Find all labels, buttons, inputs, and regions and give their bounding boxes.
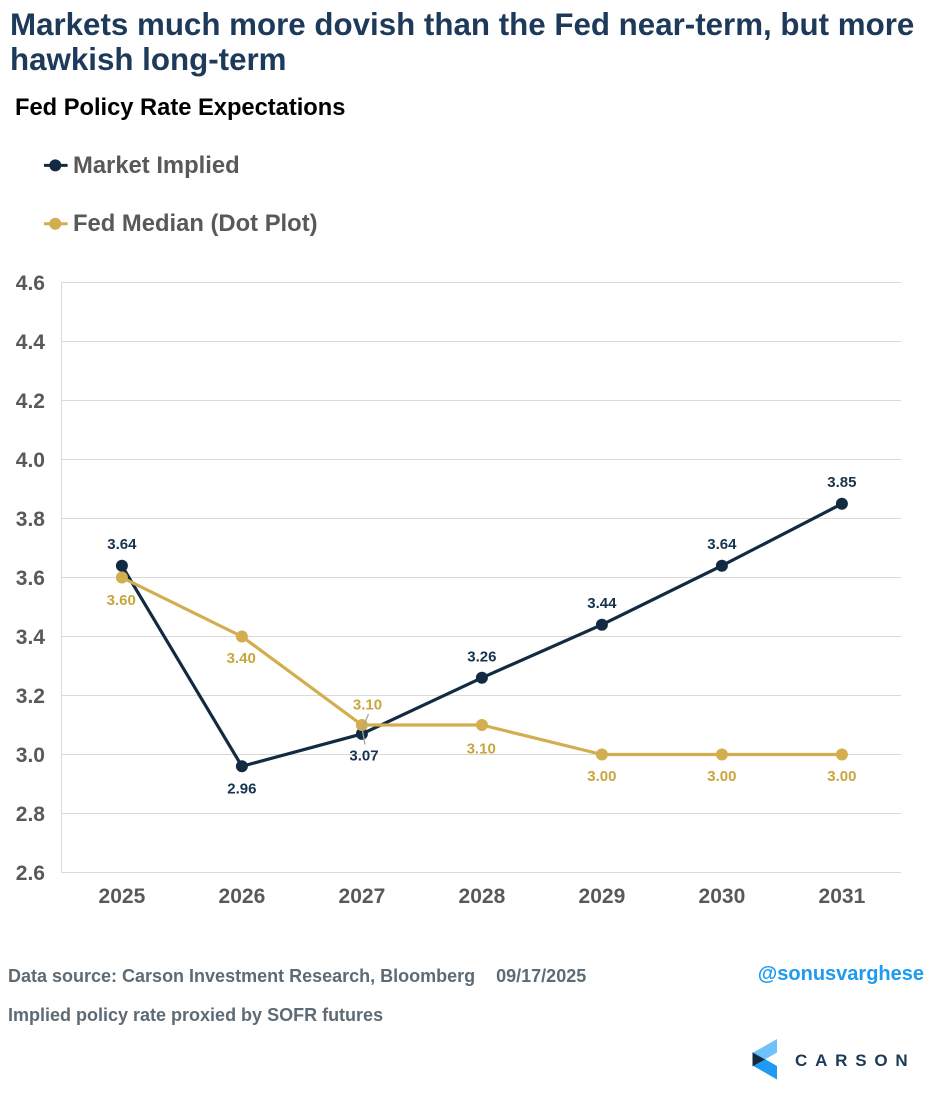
svg-text:4.4: 4.4 [16, 331, 46, 354]
svg-text:3.8: 3.8 [16, 508, 46, 531]
svg-text:4.6: 4.6 [16, 272, 45, 295]
svg-text:3.64: 3.64 [707, 536, 737, 553]
svg-text:3.44: 3.44 [587, 595, 617, 612]
svg-text:3.60: 3.60 [107, 592, 136, 609]
svg-text:3.10: 3.10 [467, 741, 496, 758]
svg-text:2030: 2030 [699, 885, 746, 908]
svg-text:3.85: 3.85 [827, 474, 856, 491]
svg-text:2025: 2025 [99, 885, 146, 908]
svg-text:3.64: 3.64 [107, 536, 137, 553]
svg-text:3.40: 3.40 [227, 650, 256, 667]
svg-text:3.07: 3.07 [349, 748, 378, 765]
svg-text:3.26: 3.26 [467, 649, 496, 666]
svg-text:3.2: 3.2 [16, 685, 45, 708]
svg-text:2028: 2028 [459, 885, 506, 908]
svg-text:4.2: 4.2 [16, 390, 45, 413]
svg-text:2029: 2029 [579, 885, 626, 908]
svg-text:3.6: 3.6 [16, 567, 45, 590]
svg-text:2031: 2031 [819, 885, 866, 908]
svg-text:3.00: 3.00 [707, 768, 736, 785]
svg-text:2026: 2026 [219, 885, 266, 908]
svg-text:4.0: 4.0 [16, 449, 45, 472]
svg-text:3.00: 3.00 [827, 768, 856, 785]
svg-text:2.8: 2.8 [16, 803, 46, 826]
svg-text:2.6: 2.6 [16, 862, 45, 885]
svg-text:3.00: 3.00 [587, 768, 616, 785]
svg-text:2027: 2027 [339, 885, 386, 908]
svg-text:3.4: 3.4 [16, 626, 46, 649]
svg-text:3.10: 3.10 [353, 697, 382, 714]
svg-text:3.0: 3.0 [16, 744, 45, 767]
svg-text:2.96: 2.96 [227, 780, 256, 797]
